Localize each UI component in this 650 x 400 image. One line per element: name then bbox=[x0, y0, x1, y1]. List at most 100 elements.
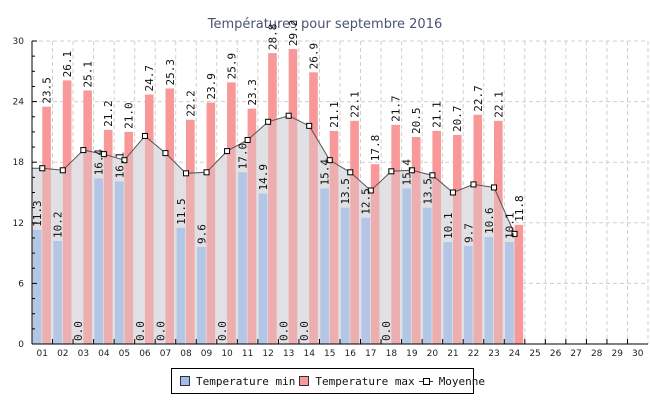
bar-min bbox=[32, 229, 42, 344]
max-bars bbox=[42, 49, 524, 345]
data-label-max: 21.2 bbox=[102, 100, 115, 127]
data-label-max: 23.9 bbox=[205, 73, 218, 100]
bar-max bbox=[329, 130, 339, 344]
average-point bbox=[491, 184, 497, 191]
x-tick-label: 02 bbox=[57, 349, 68, 359]
legend: Temperature min Temperature max Moyenne bbox=[171, 368, 485, 394]
data-label-min: 13.5 bbox=[421, 178, 434, 205]
data-label-max: 22.1 bbox=[349, 91, 362, 118]
data-label-min: 10.2 bbox=[52, 211, 65, 238]
x-tick-label: 05 bbox=[119, 349, 130, 359]
data-label-min: 9.7 bbox=[462, 223, 475, 243]
x-tick-label: 24 bbox=[509, 349, 521, 359]
average-point bbox=[347, 169, 354, 176]
data-label-max: 21.1 bbox=[431, 101, 444, 128]
data-label-min: 13.5 bbox=[339, 178, 352, 205]
y-tick-label: 0 bbox=[18, 340, 24, 350]
average-point bbox=[470, 181, 477, 188]
data-label-max: 20.7 bbox=[451, 105, 464, 132]
data-label-max: 25.3 bbox=[164, 59, 177, 86]
data-label-max: 11.8 bbox=[513, 195, 526, 222]
bar-min bbox=[238, 172, 247, 344]
data-label-max: 21.1 bbox=[328, 101, 341, 128]
bar-max bbox=[206, 102, 216, 344]
data-label-max: 22.1 bbox=[492, 91, 505, 118]
x-tick-label: 22 bbox=[468, 349, 479, 359]
x-tick-label: 21 bbox=[447, 349, 458, 359]
average-point bbox=[265, 118, 272, 125]
data-label-min: 0.0 bbox=[278, 321, 291, 341]
bar-max bbox=[514, 224, 524, 344]
bar-max bbox=[186, 119, 195, 344]
min-bars bbox=[32, 172, 514, 344]
data-label-min: 0.0 bbox=[216, 321, 229, 341]
legend-item-min: Temperature min bbox=[180, 375, 295, 388]
x-tick-label: 25 bbox=[529, 349, 540, 359]
average-point bbox=[80, 147, 87, 154]
data-labels: 11.3 10.2 0.0 16.4 16.1 0.0 0.0 11.5 9.6 0.0 17.0 1… bbox=[31, 20, 526, 341]
data-label-max: 23.3 bbox=[246, 79, 259, 105]
average-point bbox=[449, 189, 456, 196]
x-tick-label: 23 bbox=[488, 349, 499, 359]
data-label-min: 11.3 bbox=[31, 200, 44, 227]
data-label-min: 0.0 bbox=[298, 321, 311, 341]
legend-label-min: Temperature min bbox=[196, 374, 296, 388]
bar-min bbox=[340, 207, 350, 344]
bar-max bbox=[288, 49, 298, 344]
bar-max bbox=[309, 72, 318, 344]
bar-min bbox=[361, 217, 370, 344]
x-tick-label: 12 bbox=[262, 349, 273, 359]
x-tick-label: 10 bbox=[221, 349, 233, 359]
bar-max bbox=[103, 129, 113, 344]
x-tick-label: 29 bbox=[611, 349, 623, 359]
x-tick-label: 06 bbox=[139, 349, 151, 359]
data-label-max: 28.8 bbox=[266, 24, 279, 51]
bar-min bbox=[422, 207, 432, 344]
x-tick-label: 09 bbox=[201, 349, 213, 359]
bar-max bbox=[411, 136, 421, 344]
legend-line-marker-icon bbox=[418, 376, 433, 386]
y-tick-label: 6 bbox=[18, 279, 24, 289]
bar-max bbox=[350, 120, 359, 344]
average-point bbox=[162, 150, 169, 157]
x-tick-label: 08 bbox=[180, 349, 192, 359]
average-line bbox=[32, 112, 518, 237]
legend-swatch-max bbox=[299, 376, 310, 386]
bar-max bbox=[165, 88, 175, 344]
y-tick-label: 12 bbox=[13, 219, 24, 229]
average-point bbox=[224, 148, 231, 155]
data-label-max: 21.0 bbox=[123, 102, 136, 129]
data-label-min: 0.0 bbox=[154, 321, 167, 341]
y-tick-label: 24 bbox=[13, 98, 25, 108]
bar-min bbox=[258, 193, 268, 344]
bar-min bbox=[114, 181, 124, 344]
data-label-max: 29.2 bbox=[287, 20, 300, 47]
data-label-max: 25.1 bbox=[82, 61, 95, 88]
bar-min bbox=[320, 188, 329, 344]
bar-min bbox=[505, 241, 514, 344]
chart-title: Températures pour septembre 2016 bbox=[207, 17, 442, 32]
data-label-max: 25.9 bbox=[225, 53, 238, 80]
bar-max bbox=[42, 106, 51, 345]
data-label-min: 9.6 bbox=[195, 224, 208, 244]
data-label-max: 21.7 bbox=[390, 95, 403, 122]
bar-max bbox=[62, 80, 72, 344]
x-tick-label: 03 bbox=[78, 349, 89, 359]
x-tick-label: 27 bbox=[570, 349, 581, 359]
bar-max bbox=[452, 134, 462, 344]
average-point bbox=[141, 132, 148, 139]
data-label-max: 17.8 bbox=[369, 135, 382, 162]
legend-label-average: Moyenne bbox=[438, 374, 486, 388]
bar-min bbox=[176, 227, 186, 344]
bar-max bbox=[268, 53, 277, 345]
data-label-min: 16.1 bbox=[113, 152, 126, 178]
average-point bbox=[203, 169, 210, 176]
data-label-max: 26.9 bbox=[308, 43, 321, 70]
x-tick-label: 01 bbox=[37, 349, 48, 359]
legend-item-max: Temperature max bbox=[299, 375, 415, 388]
average-point bbox=[285, 112, 292, 119]
x-tick-label: 14 bbox=[303, 349, 315, 359]
x-tick-label: 11 bbox=[242, 349, 253, 359]
data-label-min: 10.1 bbox=[503, 212, 516, 239]
